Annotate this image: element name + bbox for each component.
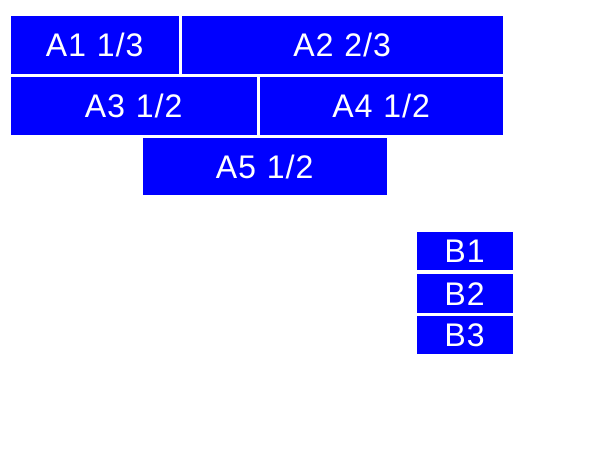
box-a2[interactable]: A2 2/3	[182, 16, 503, 74]
box-b2[interactable]: B2	[417, 274, 513, 313]
box-a3[interactable]: A3 1/2	[11, 77, 257, 135]
box-a4[interactable]: A4 1/2	[260, 77, 503, 135]
box-a1-label: A1 1/3	[45, 27, 145, 63]
box-a4-label: A4 1/2	[332, 88, 431, 124]
box-a1[interactable]: A1 1/3	[11, 16, 179, 74]
box-b1-label: B1	[444, 233, 486, 269]
box-b3-label: B3	[444, 317, 486, 353]
box-a5[interactable]: A5 1/2	[143, 138, 387, 195]
box-b3[interactable]: B3	[417, 316, 513, 354]
box-b1[interactable]: B1	[417, 232, 513, 270]
box-b2-label: B2	[444, 275, 486, 312]
box-a2-label: A2 2/3	[293, 27, 392, 63]
box-a3-label: A3 1/2	[84, 88, 184, 124]
box-a5-label: A5 1/2	[215, 148, 315, 185]
